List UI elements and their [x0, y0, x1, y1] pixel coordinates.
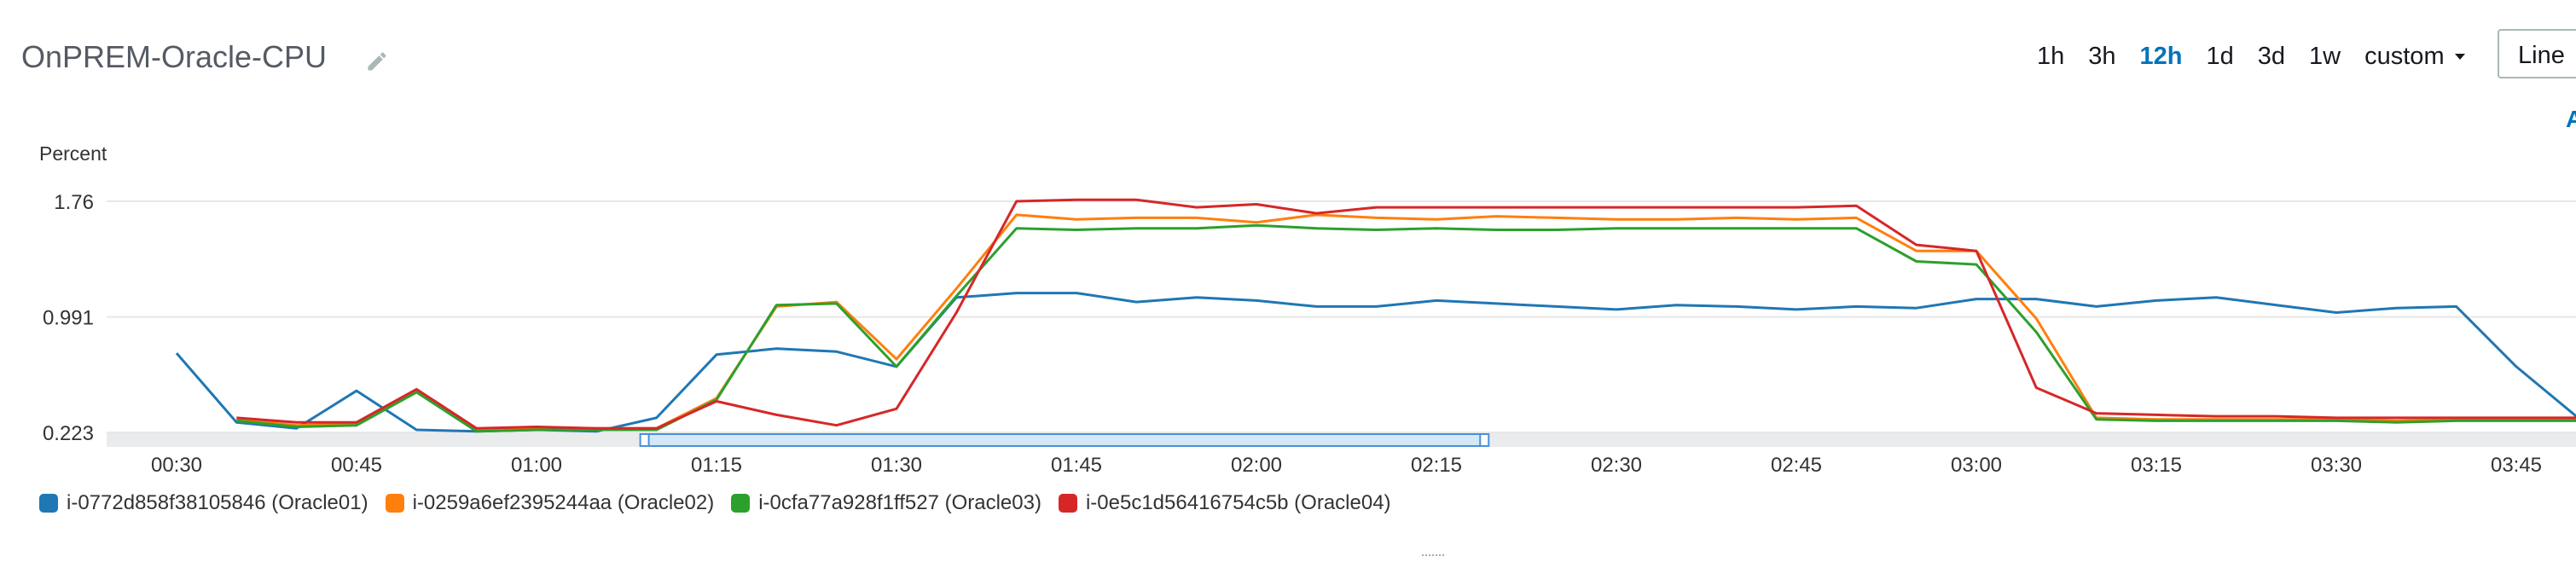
x-tick-label: 02:15 [1411, 454, 1462, 477]
x-tick-label: 02:45 [1771, 454, 1822, 477]
range-custom-dropdown[interactable]: custom [2353, 39, 2476, 73]
series-line-oracle02[interactable] [236, 213, 2576, 432]
legend-item-oracle01[interactable]: i-0772d858f38105846 (Oracle01) [39, 491, 368, 515]
legend-item-oracle04[interactable]: i-0e5c1d56416754c5b (Oracle04) [1058, 491, 1391, 515]
caret-down-icon [2454, 53, 2465, 60]
legend-swatch [385, 494, 404, 513]
brush-handle[interactable] [1479, 433, 1490, 447]
y-tick-label: 0.991 [43, 307, 94, 330]
x-tick-label: 01:30 [871, 454, 922, 477]
widget-title[interactable]: OnPREM-Oracle-CPU [21, 39, 328, 74]
x-tick-label: 01:45 [1051, 454, 1102, 477]
legend-item-oracle03[interactable]: i-0cfa77a928f1ff527 (Oracle03) [731, 491, 1041, 515]
time-range-selector: 1h 3h 12h 1d 3d 1w custom [2025, 39, 2477, 73]
x-tick-label: 03:45 [2491, 454, 2542, 477]
legend-label: i-0e5c1d56416754c5b (Oracle04) [1085, 491, 1391, 514]
x-tick-label: 01:00 [511, 454, 562, 477]
chart-type-dropdown[interactable]: Line [2498, 29, 2576, 78]
cpu-line-chart: Percent 1.76 0.991 0.223 00:30 00:45 01:00 01:1… [39, 142, 2576, 477]
series-line-oracle01[interactable] [175, 292, 2576, 433]
y-tick-label: 0.223 [43, 422, 94, 445]
x-tick-label: 01:15 [691, 454, 742, 477]
actions-link-partial[interactable]: A [2566, 106, 2576, 132]
y-tick-label: 1.76 [54, 191, 94, 214]
brush-handle[interactable] [639, 433, 650, 447]
range-1w[interactable]: 1w [2309, 43, 2341, 70]
x-tick-label: 00:45 [331, 454, 382, 477]
range-1d[interactable]: 1d [2206, 43, 2234, 70]
legend-item-oracle02[interactable]: i-0259a6ef2395244aa (Oracle02) [385, 491, 715, 515]
series-line-oracle03[interactable] [236, 223, 2576, 433]
series-line-oracle04[interactable] [236, 198, 2576, 430]
legend-swatch [39, 494, 58, 513]
pencil-icon[interactable] [365, 49, 389, 73]
x-tick-label: 02:30 [1591, 454, 1642, 477]
legend-swatch [731, 494, 751, 513]
legend-label: i-0cfa77a928f1ff527 (Oracle03) [758, 491, 1041, 514]
x-tick-label: 03:00 [1951, 454, 2002, 477]
x-tick-label: 03:15 [2131, 454, 2182, 477]
legend-label: i-0259a6ef2395244aa (Oracle02) [412, 491, 715, 514]
legend-swatch [1058, 494, 1077, 513]
x-tick-label: 00:30 [151, 454, 202, 477]
x-tick-label: 02:00 [1231, 454, 1282, 477]
x-tick-label: 03:30 [2311, 454, 2362, 477]
y-axis-label: Percent [39, 142, 107, 165]
chart-legend: i-0772d858f38105846 (Oracle01) i-0259a6e… [39, 491, 1408, 515]
range-3h[interactable]: 3h [2088, 43, 2116, 70]
range-1h[interactable]: 1h [2037, 43, 2065, 70]
range-12h[interactable]: 12h [2139, 43, 2183, 70]
range-3d[interactable]: 3d [2257, 43, 2286, 70]
resize-grip-icon[interactable] [1422, 554, 1444, 559]
timeline-brush-selection[interactable] [643, 433, 1486, 447]
range-custom-label: custom [2364, 43, 2445, 70]
widget-header: OnPREM-Oracle-CPU 1h 3h 12h 1d 3d 1w cus… [0, 0, 2576, 132]
legend-label: i-0772d858f38105846 (Oracle01) [67, 491, 368, 514]
